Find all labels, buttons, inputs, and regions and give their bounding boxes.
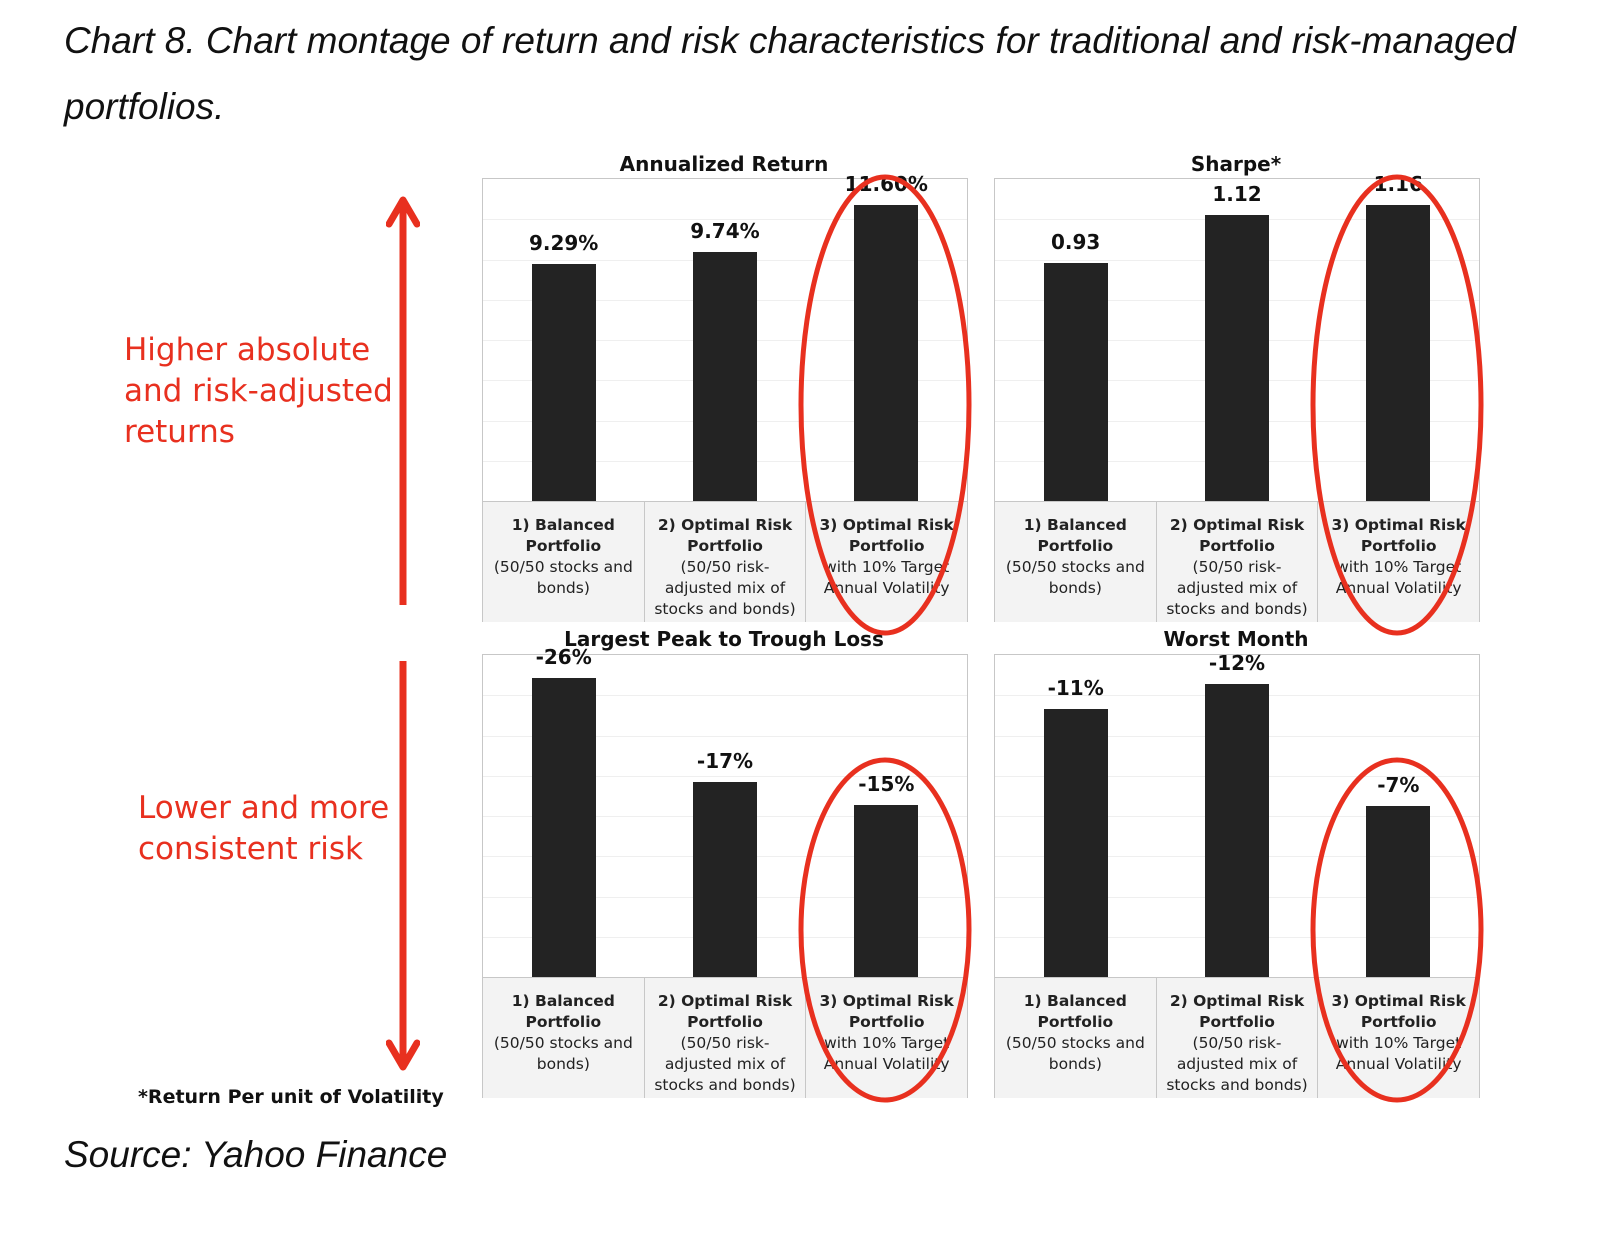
tick-label: 3) Optimal Risk Portfolio with 10% Target … [1318,502,1479,622]
data-label: -12% [1208,651,1266,676]
sharpe-chart-title: Sharpe* [1190,152,1282,176]
data-label: -17% [696,748,754,773]
tick-label-line: 1) Balanced [1023,516,1127,534]
tick-label-line: (50/50 risk-adjusted mix of stocks and b… [1166,1034,1308,1094]
tick-label-line: Portfolio [1199,1013,1275,1031]
annualized-return-chart: 9.29% 9.74% 11.60% 1) Balanced Portfolio (50/… [482,172,968,622]
data-label: -7% [1377,773,1420,798]
tick-label-line: 2) Optimal Risk [657,992,793,1010]
tick-label-line: (50/50 stocks and bonds) [1005,1034,1145,1073]
tick-label: 1) Balanced Portfolio (50/50 stocks and bo… [995,502,1157,622]
up-arrow-icon [386,196,420,605]
tick-label-line: (50/50 risk-adjusted mix of stocks and b… [654,1034,796,1094]
peak-to-trough-chart-title: Largest Peak to Trough Loss [564,627,884,651]
tick-label: 2) Optimal Risk Portfolio (50/50 risk-adju… [1157,978,1319,1098]
gridline [483,695,967,696]
bar [531,678,596,977]
bar [1043,708,1108,977]
gridline [483,219,967,220]
data-label: -26% [535,645,592,669]
tick-label-line: (50/50 stocks and bonds) [493,558,633,597]
annualized-return-chart-title: Annualized Return [619,152,829,176]
tick-label-line: Portfolio [848,1013,925,1031]
bar [531,263,596,501]
tick-label-line: (50/50 stocks and bonds) [1005,558,1145,597]
tick-label-line: (50/50 risk-adjusted mix of stocks and b… [1166,558,1308,618]
chart-caption: Chart 8. Chart montage of return and ris… [64,20,1516,127]
tick-label-line: Portfolio [1199,537,1275,555]
tick-label-line: Portfolio [525,537,602,555]
worst-month-chart: -11% -12% -7% 1) Balanced Portfolio (50/50 st… [994,651,1480,1098]
tick-label-line: (50/50 stocks and bonds) [493,1034,633,1073]
tick-label-line: Portfolio [687,537,763,555]
tick-label-line: Portfolio [1360,537,1437,555]
tick-label: 2) Optimal Risk Portfolio (50/50 risk-adju… [645,978,807,1098]
tick-label-line: Portfolio [1037,537,1114,555]
category-axis: 1) Balanced Portfolio (50/50 stocks and bo… [995,501,1479,622]
gridline [483,776,967,777]
tick-label: 1) Balanced Portfolio (50/50 stocks and bo… [483,502,645,622]
tick-label: 1) Balanced Portfolio (50/50 stocks and bo… [483,978,645,1098]
bar [693,781,757,977]
tick-label-line: with 10% Target Annual Volatility [1335,1034,1462,1073]
data-label: 0.93 [1050,230,1101,255]
data-label: 9.29% [528,230,599,255]
tick-label-line: Portfolio [1037,1013,1114,1031]
higher-returns-annotation: Higher absolute and risk-adjusted return… [124,332,393,450]
tick-label-line: with 10% Target Annual Volatility [823,1034,950,1073]
data-label: -15% [858,771,915,796]
category-axis: 1) Balanced Portfolio (50/50 stocks and bo… [483,501,967,622]
bar [854,204,919,501]
tick-label-line: Portfolio [687,1013,763,1031]
down-arrow-icon [386,661,420,1071]
sharpe-chart: 0.93 1.12 1.16 1) Balanced Portfolio (50/50 s… [994,172,1480,622]
data-label: 1.16 [1373,171,1423,196]
bar [693,252,757,501]
gridline [483,736,967,737]
tick-label: 2) Optimal Risk Portfolio (50/50 risk-adju… [1157,502,1319,622]
tick-label-line: Portfolio [848,537,925,555]
tick-label-line: 2) Optimal Risk [1169,516,1305,534]
tick-label-line: Portfolio [1360,1013,1437,1031]
data-label: 1.12 [1212,181,1262,206]
tick-label-line: 2) Optimal Risk [657,516,793,534]
tick-label-line: 2) Optimal Risk [1169,992,1305,1010]
bar [1205,684,1269,977]
tick-label: 3) Optimal Risk Portfolio with 10% Target … [806,502,967,622]
lower-risk-annotation: Lower and more consistent risk [138,790,390,867]
tick-label: 2) Optimal Risk Portfolio (50/50 risk-adju… [645,502,807,622]
bar [1205,214,1269,501]
tick-label-line: 1) Balanced [511,516,615,534]
sharpe-footnote: *Return Per unit of Volatility [138,1086,444,1108]
tick-label-line: 1) Balanced [511,992,615,1010]
tick-label-line: (50/50 risk-adjusted mix of stocks and b… [654,558,796,618]
tick-label-line: with 10% Target Annual Volatility [1335,558,1462,597]
data-label: -11% [1047,675,1104,700]
tick-label-line: 3) Optimal Risk [819,992,954,1010]
category-axis: 1) Balanced Portfolio (50/50 stocks and bo… [483,977,967,1098]
peak-to-trough-chart: -26% -17% -15% 1) Balanced Portfolio (50/50 s… [482,645,968,1098]
tick-label: 3) Optimal Risk Portfolio with 10% Target … [1318,978,1479,1098]
data-label: 11.60% [844,171,928,196]
tick-label-line: 3) Optimal Risk [819,516,954,534]
bar [1366,806,1431,977]
category-axis: 1) Balanced Portfolio (50/50 stocks and bo… [995,977,1479,1098]
tick-label: 1) Balanced Portfolio (50/50 stocks and bo… [995,978,1157,1098]
tick-label-line: with 10% Target Annual Volatility [823,558,950,597]
bar [1366,204,1431,501]
tick-label-line: 1) Balanced [1023,992,1127,1010]
worst-month-chart-title: Worst Month [1163,627,1309,651]
tick-label-line: 3) Optimal Risk [1331,516,1466,534]
tick-label-line: 3) Optimal Risk [1331,992,1466,1010]
tick-label: 3) Optimal Risk Portfolio with 10% Target … [806,978,967,1098]
source-caption: Source: Yahoo Finance [64,1134,448,1175]
data-label: 9.74% [690,219,760,244]
bar [1043,263,1108,501]
bar [854,804,919,977]
tick-label-line: Portfolio [525,1013,602,1031]
